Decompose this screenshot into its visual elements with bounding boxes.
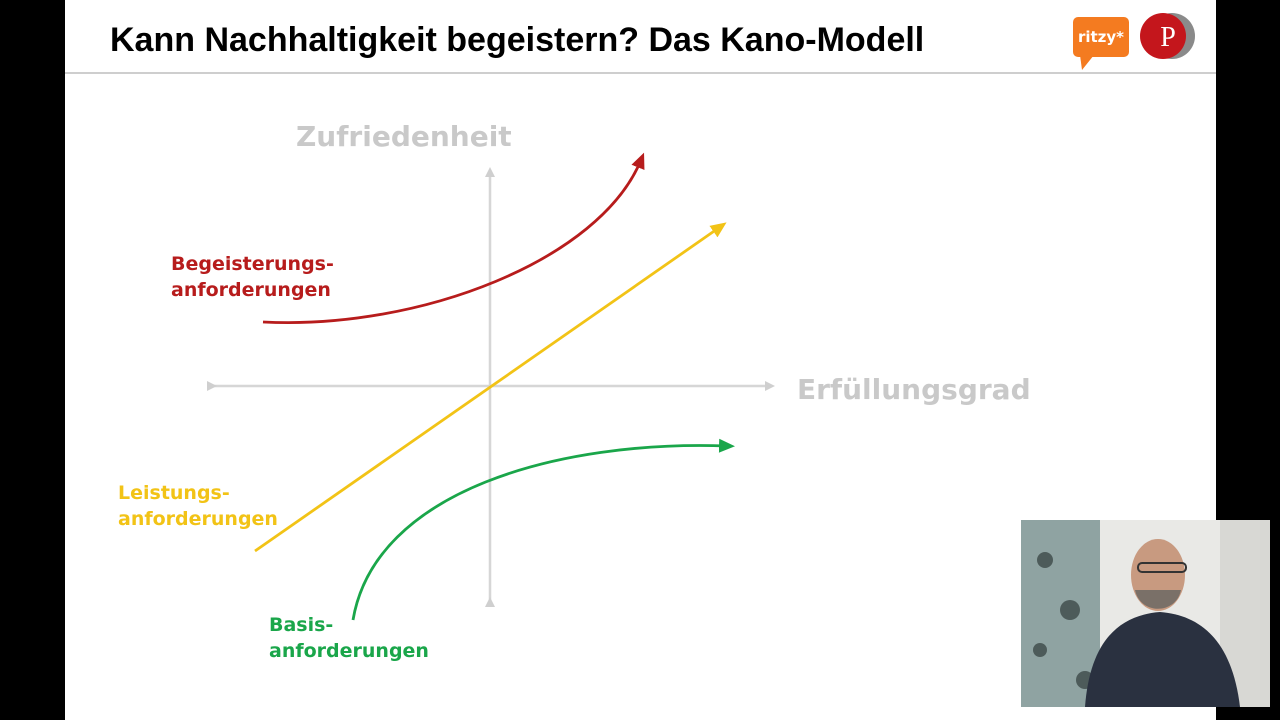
delight-curve bbox=[262, 152, 645, 325]
performance-label: Leistungs- bbox=[118, 482, 230, 504]
performance-label: anforderungen bbox=[118, 508, 278, 530]
logo-letter: P bbox=[1160, 22, 1176, 53]
performance-line bbox=[254, 222, 727, 553]
logo-text: ritzy* bbox=[1078, 28, 1124, 46]
x-axis-label: Erfüllungsgrad bbox=[797, 373, 1031, 406]
y-axis-label: Zufriedenheit bbox=[296, 120, 512, 153]
basic-label: anforderungen bbox=[269, 640, 429, 662]
webcam bbox=[1021, 520, 1270, 707]
basic-label: Basis- bbox=[269, 614, 333, 636]
slide-title: Kann Nachhaltigkeit begeistern? Das Kano… bbox=[110, 21, 924, 59]
p-logo: P bbox=[1140, 13, 1195, 59]
ritzy-logo: ritzy* bbox=[1073, 17, 1129, 70]
basic-curve bbox=[351, 438, 735, 621]
delight-label: Begeisterungs- bbox=[171, 253, 334, 275]
delight-label: anforderungen bbox=[171, 279, 331, 301]
